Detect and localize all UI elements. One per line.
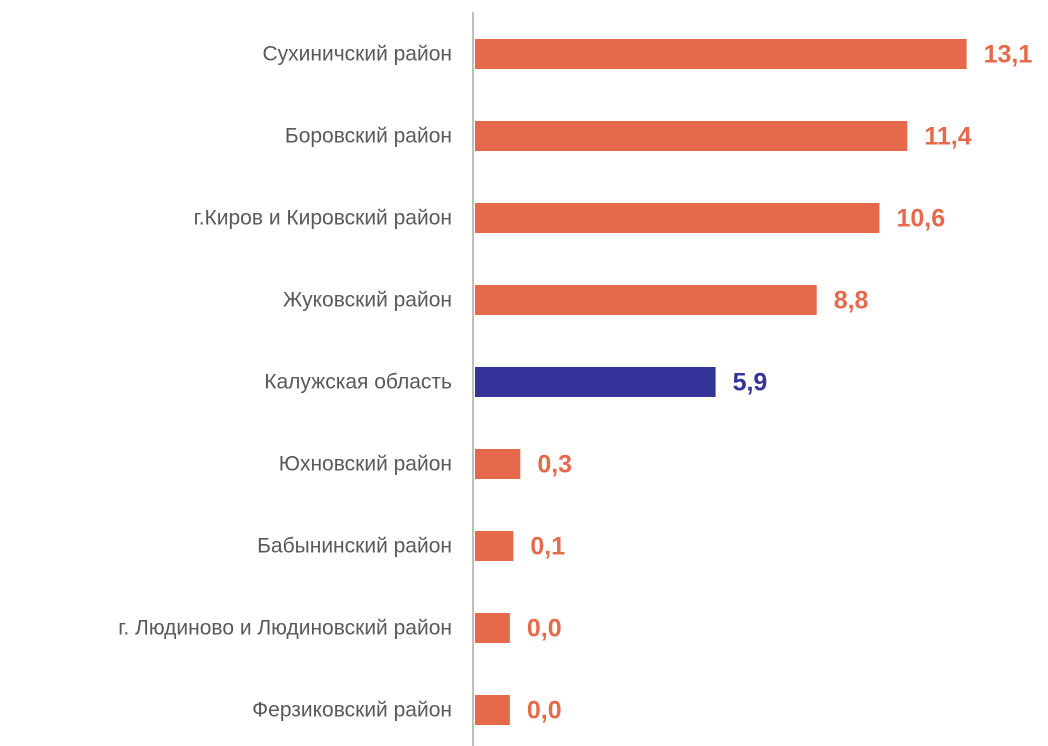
category-label: Калужская область bbox=[264, 371, 452, 394]
value-label: 8,8 bbox=[834, 287, 869, 315]
value-label: 0,1 bbox=[530, 533, 565, 561]
bar bbox=[475, 695, 510, 725]
category-label: Юхновский район bbox=[279, 453, 452, 476]
value-label: 10,6 bbox=[896, 205, 945, 233]
category-label: Бабынинский район bbox=[257, 535, 452, 558]
value-label: 0,0 bbox=[527, 697, 562, 725]
category-label: Боровский район bbox=[285, 125, 452, 148]
bar bbox=[475, 367, 716, 397]
bar bbox=[475, 285, 817, 315]
bar bbox=[475, 203, 880, 233]
bar bbox=[475, 613, 510, 643]
value-label: 0,3 bbox=[537, 451, 572, 479]
value-label: 13,1 bbox=[984, 41, 1033, 69]
category-label: г. Людиново и Людиновский район bbox=[118, 617, 452, 640]
bar bbox=[475, 39, 967, 69]
value-label: 0,0 bbox=[527, 615, 562, 643]
bar bbox=[475, 449, 521, 479]
category-label: Жуковский район bbox=[283, 289, 452, 312]
category-label: Ферзиковский район bbox=[252, 699, 452, 722]
bar bbox=[475, 531, 514, 561]
value-label: 5,9 bbox=[733, 369, 768, 397]
bar bbox=[475, 121, 908, 151]
category-label: Сухиничский район bbox=[262, 43, 452, 66]
category-label: г.Киров и Кировский район bbox=[194, 207, 452, 230]
value-label: 11,4 bbox=[924, 123, 971, 151]
